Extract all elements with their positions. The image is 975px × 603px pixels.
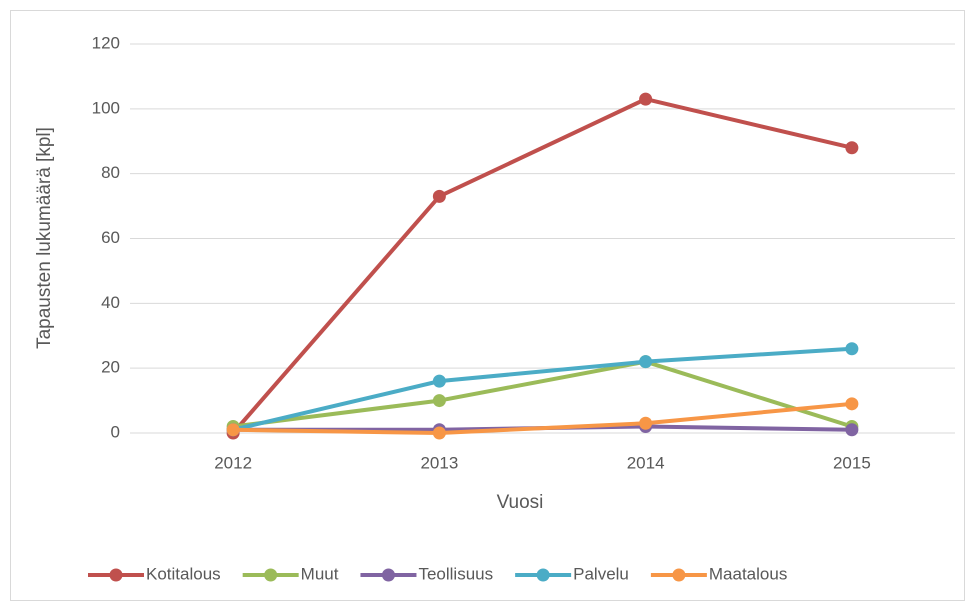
y-tick-label: 0 <box>111 422 120 441</box>
data-point <box>432 189 446 203</box>
legend-marker <box>672 568 686 582</box>
x-tick-label: 2012 <box>214 453 252 472</box>
legend-marker <box>536 568 550 582</box>
data-point <box>845 342 859 356</box>
data-point <box>639 355 653 369</box>
y-tick-label: 20 <box>101 358 120 377</box>
legend-label: Teollisuus <box>418 564 493 583</box>
series-line <box>232 346 853 432</box>
y-tick-label: 60 <box>101 228 120 247</box>
y-tick-label: 120 <box>92 33 120 52</box>
legend-label: Kotitalous <box>146 564 221 583</box>
y-tick-label: 40 <box>101 293 120 312</box>
x-tick-label: 2013 <box>420 453 458 472</box>
data-point <box>845 397 859 411</box>
series-line <box>231 97 853 435</box>
x-axis-label: Vuosi <box>497 492 544 513</box>
legend-marker <box>381 568 395 582</box>
data-point <box>432 394 446 408</box>
data-point <box>639 92 653 106</box>
series-line <box>232 359 853 429</box>
y-tick-label: 80 <box>101 163 120 182</box>
data-point <box>639 416 653 430</box>
x-tick-label: 2015 <box>833 453 871 472</box>
y-tick-label: 100 <box>92 98 120 117</box>
x-tick-label: 2014 <box>627 453 665 472</box>
data-point <box>845 423 859 437</box>
data-point <box>432 374 446 388</box>
chart-border <box>10 10 965 601</box>
data-point <box>845 141 859 155</box>
data-point <box>226 423 240 437</box>
legend-marker <box>109 568 123 582</box>
legend-label: Maatalous <box>709 564 787 583</box>
data-point <box>432 426 446 440</box>
series-line <box>233 401 853 435</box>
legend-label: Muut <box>301 564 339 583</box>
legend-label: Palvelu <box>573 564 629 583</box>
y-axis-label: Tapausten lukumäärä [kpl] <box>34 127 55 349</box>
legend-marker <box>264 568 278 582</box>
